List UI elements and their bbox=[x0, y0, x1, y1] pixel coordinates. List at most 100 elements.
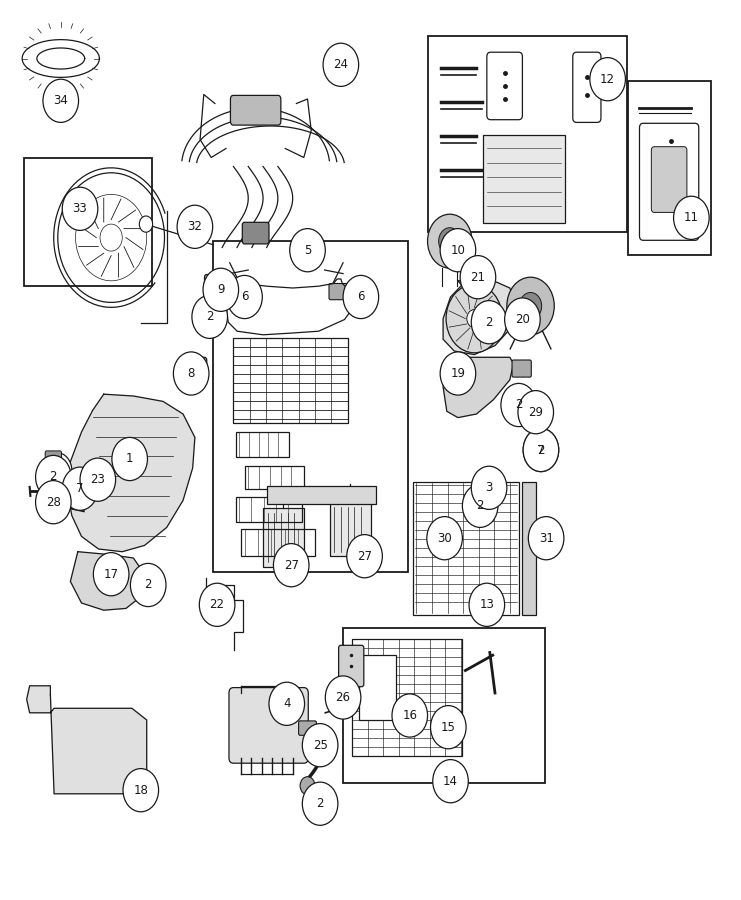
Text: 30: 30 bbox=[437, 532, 452, 544]
FancyBboxPatch shape bbox=[45, 451, 62, 465]
Circle shape bbox=[300, 777, 315, 795]
Bar bbox=[359, 655, 396, 720]
Circle shape bbox=[302, 724, 338, 767]
Bar bbox=[522, 482, 536, 615]
Bar bbox=[413, 482, 519, 615]
Text: 31: 31 bbox=[539, 532, 554, 544]
Text: 4: 4 bbox=[283, 698, 290, 710]
Circle shape bbox=[439, 228, 461, 255]
Text: 34: 34 bbox=[53, 94, 68, 107]
Polygon shape bbox=[70, 552, 144, 610]
FancyBboxPatch shape bbox=[639, 123, 699, 240]
Text: 33: 33 bbox=[73, 202, 87, 215]
Polygon shape bbox=[27, 686, 147, 794]
Circle shape bbox=[36, 481, 71, 524]
Circle shape bbox=[93, 553, 129, 596]
Circle shape bbox=[433, 760, 468, 803]
FancyBboxPatch shape bbox=[573, 52, 601, 122]
Bar bbox=[330, 502, 370, 556]
FancyBboxPatch shape bbox=[229, 688, 308, 763]
Circle shape bbox=[440, 352, 476, 395]
Bar bbox=[24, 158, 152, 286]
Circle shape bbox=[427, 517, 462, 560]
Circle shape bbox=[501, 383, 536, 427]
FancyBboxPatch shape bbox=[242, 222, 269, 244]
FancyBboxPatch shape bbox=[205, 274, 225, 296]
Text: 7: 7 bbox=[537, 444, 545, 456]
Bar bbox=[213, 241, 408, 572]
Text: 26: 26 bbox=[336, 691, 350, 704]
Circle shape bbox=[290, 229, 325, 272]
Text: 23: 23 bbox=[90, 473, 105, 486]
Circle shape bbox=[325, 676, 361, 719]
Text: 2: 2 bbox=[206, 310, 213, 323]
Circle shape bbox=[460, 256, 496, 299]
Circle shape bbox=[43, 79, 79, 122]
Text: 13: 13 bbox=[479, 598, 494, 611]
Text: 5: 5 bbox=[304, 244, 311, 256]
Text: 27: 27 bbox=[357, 550, 372, 562]
Bar bbox=[352, 639, 462, 756]
Text: 10: 10 bbox=[451, 244, 465, 256]
Circle shape bbox=[471, 466, 507, 509]
Bar bbox=[236, 497, 302, 522]
Circle shape bbox=[112, 437, 147, 481]
Text: 2: 2 bbox=[485, 316, 493, 328]
Text: 24: 24 bbox=[333, 58, 348, 71]
Text: 7: 7 bbox=[76, 482, 84, 495]
Circle shape bbox=[392, 694, 428, 737]
Circle shape bbox=[199, 583, 235, 626]
Text: 8: 8 bbox=[187, 367, 195, 380]
Circle shape bbox=[203, 268, 239, 311]
Circle shape bbox=[130, 563, 166, 607]
Bar bbox=[483, 135, 565, 223]
Circle shape bbox=[302, 782, 338, 825]
Circle shape bbox=[343, 275, 379, 319]
Circle shape bbox=[62, 467, 98, 510]
Circle shape bbox=[518, 391, 554, 434]
Bar bbox=[628, 81, 711, 255]
Text: 20: 20 bbox=[515, 313, 530, 326]
Bar bbox=[241, 529, 315, 556]
Bar bbox=[263, 508, 304, 567]
Circle shape bbox=[446, 284, 502, 353]
Circle shape bbox=[100, 224, 122, 251]
Circle shape bbox=[80, 458, 116, 501]
Circle shape bbox=[227, 275, 262, 319]
Circle shape bbox=[674, 196, 709, 239]
Text: 25: 25 bbox=[313, 739, 328, 752]
FancyBboxPatch shape bbox=[487, 52, 522, 120]
Circle shape bbox=[431, 706, 466, 749]
Text: 28: 28 bbox=[46, 496, 61, 508]
Text: 21: 21 bbox=[471, 271, 485, 284]
Circle shape bbox=[467, 310, 482, 328]
Bar bbox=[233, 338, 348, 423]
Circle shape bbox=[177, 205, 213, 248]
Text: 17: 17 bbox=[104, 568, 119, 580]
Text: 11: 11 bbox=[684, 212, 699, 224]
Bar bbox=[213, 241, 408, 572]
FancyBboxPatch shape bbox=[339, 645, 364, 687]
FancyBboxPatch shape bbox=[512, 360, 531, 377]
Bar bbox=[343, 628, 545, 783]
FancyBboxPatch shape bbox=[225, 284, 244, 300]
Circle shape bbox=[192, 295, 227, 338]
Text: 6: 6 bbox=[357, 291, 365, 303]
Text: 2: 2 bbox=[515, 399, 522, 411]
Circle shape bbox=[523, 428, 559, 472]
Circle shape bbox=[269, 682, 305, 725]
Text: 9: 9 bbox=[217, 284, 225, 296]
Text: 1: 1 bbox=[126, 453, 133, 465]
Circle shape bbox=[428, 214, 472, 268]
Text: 2: 2 bbox=[537, 444, 545, 456]
Text: 29: 29 bbox=[528, 406, 543, 419]
Bar bbox=[428, 36, 627, 232]
Circle shape bbox=[273, 544, 309, 587]
Text: 2: 2 bbox=[50, 471, 57, 483]
Circle shape bbox=[505, 298, 540, 341]
Text: 14: 14 bbox=[443, 775, 458, 788]
Bar bbox=[236, 432, 289, 457]
Bar bbox=[245, 466, 304, 489]
Circle shape bbox=[62, 187, 98, 230]
Circle shape bbox=[528, 517, 564, 560]
